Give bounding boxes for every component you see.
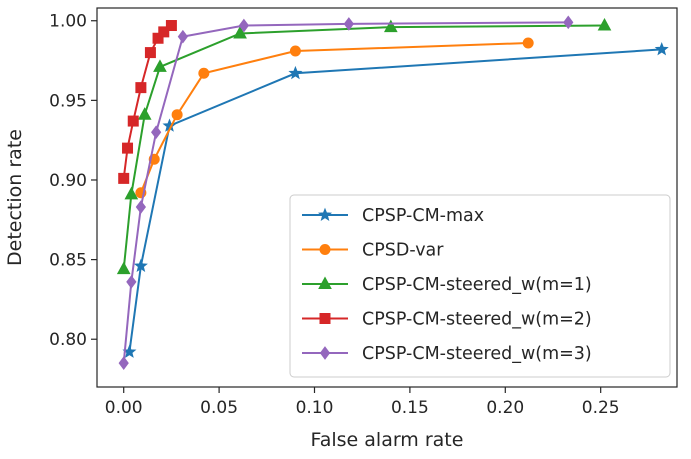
x-tick-label: 0.05 bbox=[200, 398, 238, 418]
data-point bbox=[118, 172, 130, 184]
data-point bbox=[597, 17, 612, 31]
data-point bbox=[238, 18, 250, 33]
data-point bbox=[126, 275, 137, 289]
data-point bbox=[127, 115, 139, 127]
legend-entry: CPSP-CM-max bbox=[302, 206, 484, 226]
data-point bbox=[165, 20, 177, 32]
data-point bbox=[233, 25, 247, 39]
data-point bbox=[116, 261, 131, 275]
axes: 0.00 0.05 0.10 0.15 0.20 0.25 0.80 0.85 0.90 0.95… bbox=[49, 7, 678, 418]
data-point bbox=[198, 67, 210, 79]
series-line bbox=[122, 21, 569, 364]
data-point bbox=[158, 26, 170, 38]
y-tick-label: 0.80 bbox=[49, 330, 87, 350]
plot-area bbox=[116, 15, 669, 370]
x-tick-label: 0.10 bbox=[296, 398, 334, 418]
legend-entry: CPSP-CM-steered_w(m=1) bbox=[302, 275, 592, 295]
series-5 bbox=[118, 15, 574, 370]
data-point bbox=[654, 42, 669, 56]
data-point bbox=[383, 19, 398, 33]
legend-marker bbox=[318, 276, 332, 289]
data-point bbox=[289, 45, 301, 57]
data-point bbox=[153, 59, 167, 72]
data-point bbox=[152, 32, 164, 44]
legend: CPSP-CM-max CPSD-var CPSP-CM-steered_w(m=1… bbox=[289, 194, 671, 378]
legend-entry: CPSD-var bbox=[302, 241, 444, 261]
x-axis-label: False alarm rate bbox=[311, 429, 464, 451]
data-point bbox=[522, 37, 534, 49]
data-point bbox=[118, 356, 129, 370]
data-point bbox=[135, 200, 147, 214]
legend-box bbox=[289, 194, 671, 378]
x-tick-label: 0.25 bbox=[582, 398, 620, 418]
data-point bbox=[144, 47, 156, 59]
legend-label: CPSP-CM-steered_w(m=3) bbox=[362, 344, 592, 364]
legend-marker bbox=[319, 313, 331, 324]
legend-label: CPSD-var bbox=[362, 241, 444, 261]
x-tick-label: 0.00 bbox=[105, 398, 143, 418]
data-point bbox=[133, 258, 148, 272]
data-point bbox=[171, 109, 183, 121]
data-point bbox=[122, 142, 134, 154]
legend-marker bbox=[319, 244, 331, 255]
data-point bbox=[137, 107, 152, 120]
plot-frame bbox=[96, 7, 678, 388]
y-axis-label: Detection rate bbox=[4, 129, 26, 266]
legend-label: CPSP-CM-steered_w(m=2) bbox=[362, 310, 592, 330]
data-point bbox=[343, 17, 354, 31]
legend-marker bbox=[317, 207, 333, 221]
legend-marker bbox=[319, 346, 331, 360]
x-tick-label: 0.15 bbox=[391, 398, 429, 418]
data-point bbox=[135, 82, 147, 94]
series-line bbox=[139, 42, 529, 194]
y-tick-label: 0.95 bbox=[49, 91, 87, 111]
data-point bbox=[151, 125, 162, 140]
y-tick-label: 1.00 bbox=[49, 12, 87, 32]
legend-entry: CPSP-CM-steered_w(m=3) bbox=[302, 344, 592, 364]
data-point bbox=[124, 186, 139, 200]
y-tick-label: 0.90 bbox=[49, 171, 87, 191]
data-point bbox=[288, 65, 303, 80]
legend-label: CPSP-CM-max bbox=[362, 206, 484, 226]
series-4 bbox=[118, 20, 177, 184]
series-3 bbox=[116, 17, 612, 275]
y-tick-label: 0.85 bbox=[49, 251, 87, 271]
legend-entry: CPSP-CM-steered_w(m=2) bbox=[302, 310, 592, 330]
legend-label: CPSP-CM-steered_w(m=1) bbox=[362, 275, 592, 295]
data-point bbox=[177, 29, 188, 44]
x-tick-label: 0.20 bbox=[486, 398, 524, 418]
data-point bbox=[563, 15, 574, 30]
